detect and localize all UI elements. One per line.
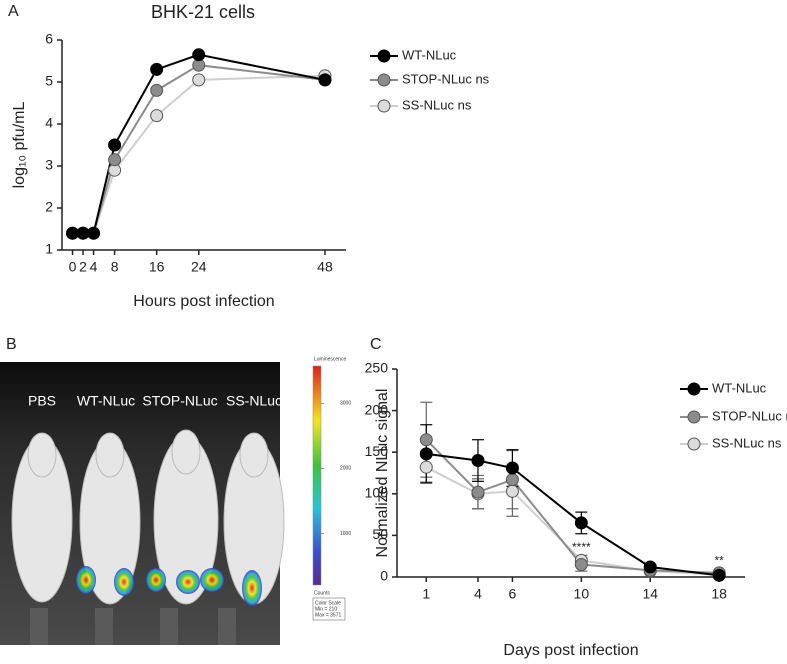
- data-point: [150, 109, 164, 123]
- colorbar-tick-label: 2000: [340, 466, 351, 472]
- y-tick-label: 0: [380, 568, 388, 584]
- data-point: [419, 447, 433, 461]
- data-point: [574, 516, 588, 530]
- x-tick-label: 14: [642, 586, 658, 602]
- legend-marker: [687, 410, 701, 424]
- x-tick-label: 24: [191, 259, 207, 275]
- colorbar-title: Luminescence: [314, 356, 346, 362]
- data-point: [471, 485, 485, 499]
- legend-label: SS-NLuc ns: [712, 435, 782, 450]
- image-label: SS-NLuc: [226, 393, 282, 409]
- y-tick-label: 2: [45, 199, 53, 215]
- colorbar-tick-label: 1000: [340, 531, 351, 537]
- scale-box: [312, 597, 346, 621]
- x-tick-label: 2: [79, 259, 87, 275]
- data-point: [712, 568, 726, 582]
- x-axis-label: Days post infection: [503, 642, 638, 659]
- y-tick-label: 100: [365, 485, 389, 501]
- legend-marker: [687, 437, 701, 451]
- legend-label: WT-NLuc: [402, 47, 457, 62]
- data-point: [87, 226, 101, 240]
- y-tick-label: 4: [45, 115, 53, 131]
- data-point: [108, 138, 122, 152]
- x-tick-label: 16: [149, 259, 165, 275]
- legend-label: WT-NLuc: [712, 380, 767, 395]
- colorbar-tick-label: 3000: [340, 401, 351, 407]
- y-axis-label: log₁₀ pfu/mL: [11, 102, 28, 189]
- series-line: [72, 74, 325, 235]
- x-tick-label: 48: [317, 259, 333, 275]
- legend-marker: [687, 382, 701, 396]
- data-point: [108, 153, 122, 167]
- legend-marker: [377, 73, 391, 87]
- data-point: [419, 460, 433, 474]
- legend-label: SS-NLuc ns: [402, 97, 472, 112]
- x-tick-label: 4: [474, 586, 482, 602]
- annotation: **: [714, 553, 724, 567]
- mouse-image: PBS WT-NLuc STOP-NLuc SS-NLuc: [0, 362, 285, 645]
- y-tick-label: 250: [365, 360, 389, 376]
- y-tick-label: 1: [45, 241, 53, 257]
- x-tick-label: 8: [111, 259, 119, 275]
- image-label: STOP-NLuc: [142, 393, 217, 409]
- x-tick-label: 0: [69, 259, 77, 275]
- series-line: [425, 439, 720, 574]
- data-point: [471, 454, 485, 468]
- data-point: [643, 560, 657, 574]
- data-point: [192, 73, 206, 87]
- x-axis-label: Hours post infection: [133, 293, 274, 310]
- y-tick-label: 50: [372, 526, 388, 542]
- chart-title: BHK-21 cells: [151, 2, 255, 22]
- scale-text: Min = 210: [315, 606, 337, 612]
- data-point: [505, 484, 519, 498]
- scale-text: Color Scale: [315, 600, 341, 606]
- x-tick-label: 4: [90, 259, 98, 275]
- x-tick-label: 10: [574, 586, 590, 602]
- x-tick-label: 6: [509, 586, 517, 602]
- y-tick-label: 6: [45, 31, 53, 47]
- panel-label: B: [6, 336, 17, 353]
- annotation: ****: [572, 540, 591, 554]
- legend-label: STOP-NLuc ns: [402, 71, 490, 86]
- series-line: [426, 452, 720, 577]
- image-label: WT-NLuc: [77, 393, 135, 409]
- data-point: [505, 461, 519, 475]
- y-tick-label: 200: [365, 401, 389, 417]
- y-axis-label: Normalized NLuc signal: [374, 389, 391, 558]
- x-tick-label: 1: [422, 586, 430, 602]
- colorbar-unit: Counts: [314, 590, 330, 596]
- legend-marker: [377, 49, 391, 63]
- data-point: [192, 48, 206, 62]
- data-point: [150, 62, 164, 76]
- y-tick-label: 3: [45, 157, 53, 173]
- y-tick-label: 150: [365, 443, 389, 459]
- panel-label: C: [370, 336, 382, 353]
- legend-label: STOP-NLuc ns: [712, 408, 787, 423]
- data-point: [574, 558, 588, 572]
- y-tick-label: 5: [45, 73, 53, 89]
- x-tick-label: 18: [711, 586, 727, 602]
- data-point: [419, 433, 433, 447]
- scale-text: Max = 3571: [315, 612, 341, 618]
- data-point: [318, 73, 332, 87]
- data-point: [150, 83, 164, 97]
- colorbar-scale: [312, 365, 322, 586]
- panel-label: A: [8, 3, 19, 20]
- data-point: [505, 473, 519, 487]
- image-label: PBS: [28, 393, 56, 409]
- legend-marker: [377, 99, 391, 113]
- colorbar: Luminescence Counts Color Scale Min = 21…: [312, 356, 346, 621]
